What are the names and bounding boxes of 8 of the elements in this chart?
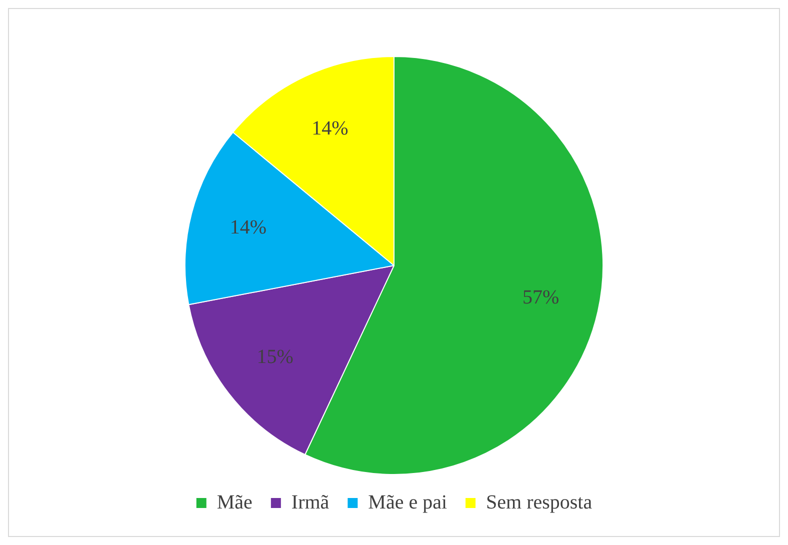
data-label: 15%: [256, 346, 294, 368]
legend-label: Mãe e pai: [368, 491, 448, 514]
data-label: 14%: [312, 118, 348, 140]
legend-label: Mãe: [216, 491, 253, 514]
legend-label: Irmã: [291, 491, 330, 514]
data-label: 57%: [522, 286, 560, 309]
legend-label: Sem resposta: [486, 491, 592, 514]
data-label: 14%: [230, 216, 267, 238]
